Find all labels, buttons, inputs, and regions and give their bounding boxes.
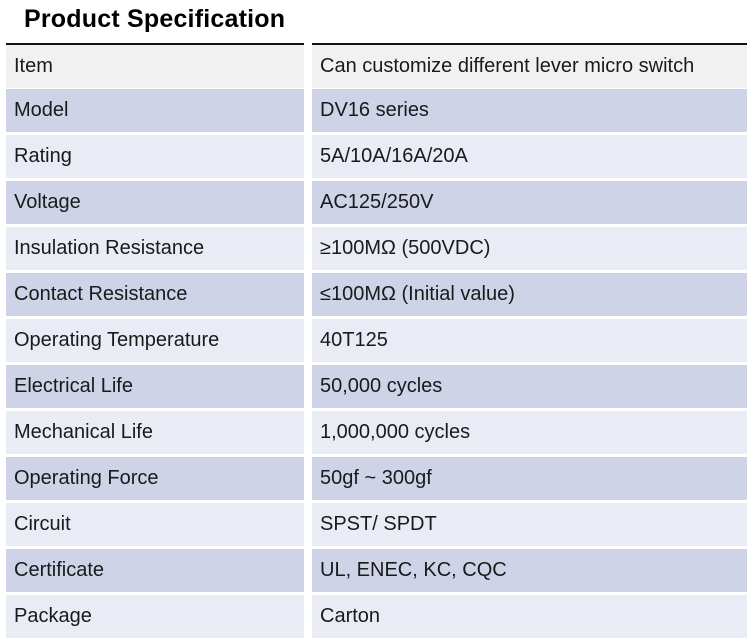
spec-label-cell-operating-force: Operating Force [6,457,304,500]
product-spec-table: Item Can customize different lever micro… [6,43,747,638]
spec-value-cell-circuit: SPST/ SPDT [312,503,747,546]
spec-label-cell-rating: Rating [6,135,304,178]
spec-value-cell-package: Carton [312,595,747,638]
spec-value-cell-voltage: AC125/250V [312,181,747,224]
spec-label-cell-contact-resistance: Contact Resistance [6,273,304,316]
spec-value-cell-model: DV16 series [312,89,747,132]
spec-value-cell-operating-temperature: 40T125 [312,319,747,362]
spec-label-cell-circuit: Circuit [6,503,304,546]
spec-value-cell-operating-force: 50gf ~ 300gf [312,457,747,500]
spec-label-cell-operating-temperature: Operating Temperature [6,319,304,362]
table-header-value-cell: Can customize different lever micro swit… [312,43,747,88]
spec-value-cell-certificate: UL, ENEC, KC, CQC [312,549,747,592]
table-header-item-cell: Item [6,43,304,88]
spec-label-cell-electrical-life: Electrical Life [6,365,304,408]
spec-label-cell-mechanical-life: Mechanical Life [6,411,304,454]
spec-label-cell-package: Package [6,595,304,638]
spec-value-cell-electrical-life: 50,000 cycles [312,365,747,408]
spec-value-cell-mechanical-life: 1,000,000 cycles [312,411,747,454]
spec-label-cell-model: Model [6,89,304,132]
spec-label-cell-certificate: Certificate [6,549,304,592]
spec-label-cell-insulation-resistance: Insulation Resistance [6,227,304,270]
spec-label-cell-voltage: Voltage [6,181,304,224]
spec-value-cell-insulation-resistance: ≥100MΩ (500VDC) [312,227,747,270]
spec-value-cell-rating: 5A/10A/16A/20A [312,135,747,178]
page-title: Product Specification [24,5,286,33]
spec-value-cell-contact-resistance: ≤100MΩ (Initial value) [312,273,747,316]
